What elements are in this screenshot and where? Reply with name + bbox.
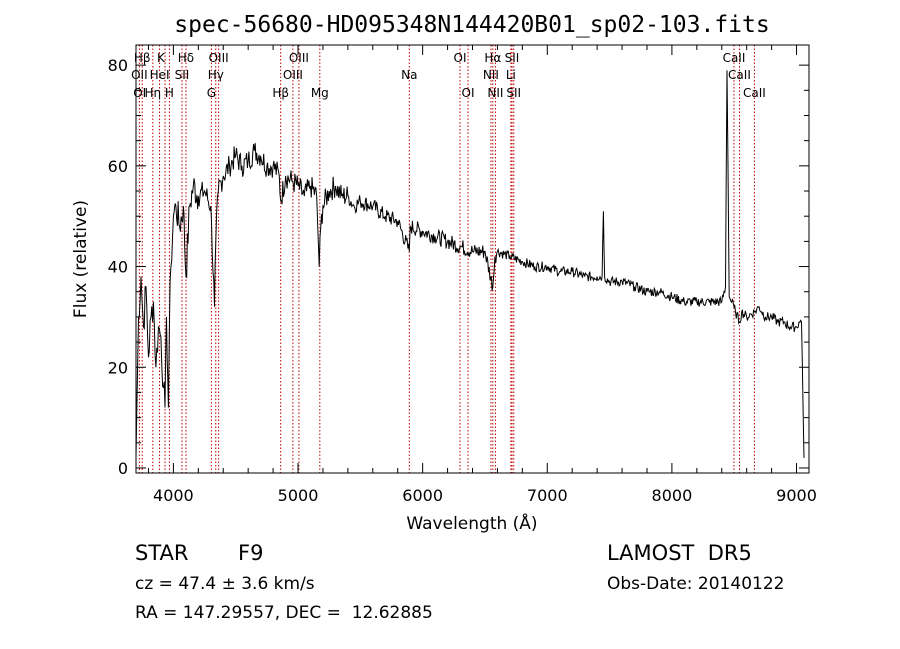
line-label: K (157, 51, 166, 65)
y-axis: 0 20 40 60 80 (108, 56, 809, 478)
line-label: CaII (743, 86, 766, 100)
x-tick-label: 9000 (776, 486, 817, 505)
spectrum-line (135, 70, 805, 458)
line-label: SII (505, 51, 520, 65)
line-label: OI (454, 51, 467, 65)
line-label: SII (506, 86, 521, 100)
plot-frame (135, 44, 810, 474)
line-label: Li (506, 68, 516, 82)
x-tick-label: 6000 (402, 486, 443, 505)
x-axis-label: Wavelength (Å) (406, 512, 537, 534)
survey-name: LAMOST DR5 (607, 541, 752, 565)
y-tick-label: 40 (108, 258, 128, 277)
line-label: Mg (311, 86, 329, 100)
line-label: NII (487, 86, 503, 100)
x-tick-label: 8000 (652, 486, 693, 505)
line-label: Na (401, 68, 417, 82)
line-label: NII (483, 68, 499, 82)
line-label: G (207, 86, 216, 100)
y-tick-label: 0 (118, 459, 128, 478)
line-label: Hβ (272, 86, 289, 100)
line-label: CaII (728, 68, 751, 82)
line-label: SII (175, 68, 190, 82)
line-label: OI (462, 86, 475, 100)
obs-date: Obs-Date: 20140122 (607, 574, 785, 594)
object-type: STAR (135, 541, 189, 565)
line-label: OII (131, 68, 148, 82)
line-label: Hβ (134, 51, 151, 65)
x-tick-label: 7000 (527, 486, 568, 505)
x-tick-label: 4000 (153, 486, 194, 505)
line-label: Hδ (178, 51, 194, 65)
line-label: OIII (289, 51, 309, 65)
y-tick-label: 80 (108, 56, 128, 75)
y-axis-label: Flux (relative) (71, 200, 91, 318)
line-label: HeI (150, 68, 170, 82)
subclass: F9 (238, 541, 264, 565)
x-tick-label: 5000 (278, 486, 319, 505)
line-label: OIII (209, 51, 229, 65)
coordinates: RA = 147.29557, DEC = 12.62885 (135, 603, 433, 623)
line-label: OIII (283, 68, 303, 82)
redshift: cz = 47.4 ± 3.6 km/s (135, 574, 315, 594)
y-tick-label: 20 (108, 358, 128, 377)
y-tick-label: 60 (108, 157, 128, 176)
x-axis: 4000 5000 6000 7000 8000 9000 (147, 45, 817, 505)
line-label: CaII (723, 51, 746, 65)
line-markers (138, 45, 755, 473)
line-label: H (165, 86, 174, 100)
line-label: Hα (484, 51, 501, 65)
line-label: Hγ (208, 68, 224, 82)
line-label: Hη (145, 86, 162, 100)
line-labels: Hβ K Hδ OIII OIII OI Hα SII CaII OII HeI SII Hγ OIII N… (131, 51, 766, 100)
chart-title: spec-56680-HD095348N144420B01_sp02-103.f… (174, 12, 769, 38)
